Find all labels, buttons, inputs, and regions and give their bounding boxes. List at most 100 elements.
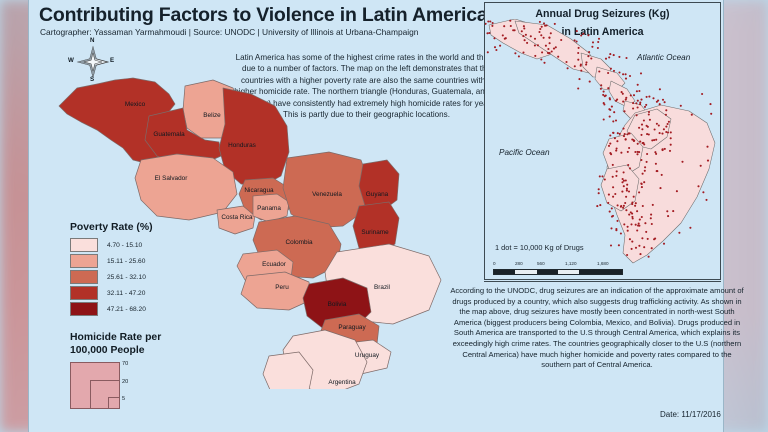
drug-seizure-dot <box>640 98 643 101</box>
drug-seizure-dot <box>661 149 664 152</box>
drug-seizure-dot <box>646 133 649 136</box>
drug-seizure-dot <box>523 27 526 30</box>
poverty-legend-label: 47.21 - 68.20 <box>107 305 146 313</box>
atlantic-ocean-label: Atlantic Ocean <box>637 53 691 62</box>
drug-seizure-dot <box>652 97 655 100</box>
drug-seizure-dot <box>669 137 672 140</box>
cartogram-country-label: Colombia <box>286 239 313 246</box>
drug-seizure-dot <box>514 52 517 55</box>
drug-seizure-dot <box>548 42 551 45</box>
drug-seizure-dot <box>533 37 537 40</box>
drug-seizure-dot <box>607 87 610 90</box>
cartogram-country-label: Ecuador <box>262 261 287 268</box>
drug-seizure-dot <box>631 203 634 206</box>
cartogram-country-label: Peru <box>275 284 289 291</box>
drug-seizure-dot <box>654 151 657 154</box>
drug-seizure-dot <box>607 144 611 147</box>
drug-seizure-dot <box>597 192 600 195</box>
poverty-legend-row: 25.61 - 32.10 <box>70 269 153 285</box>
drug-seizure-dot <box>493 46 497 49</box>
drug-seizure-dot <box>647 255 650 258</box>
drug-seizure-dot <box>621 190 624 193</box>
drug-seizure-dot <box>625 195 628 198</box>
cartogram-country-label: Guyana <box>366 191 389 198</box>
drug-seizure-dot <box>645 95 648 98</box>
drug-seizure-dot <box>627 163 630 167</box>
drug-seizure-dot <box>662 128 665 131</box>
drug-seizure-dot <box>608 115 611 118</box>
map-scale-bar: 0 280 560 1,120 1,680 <box>493 261 623 275</box>
drug-seizure-dot <box>655 122 658 125</box>
drug-seizure-dot <box>655 100 658 103</box>
intro-paragraph: Latin America has some of the highest cr… <box>234 53 499 120</box>
drug-seizure-dot <box>573 39 576 42</box>
drug-seizure-dot <box>501 34 504 37</box>
drug-seizure-dot <box>637 222 640 225</box>
drug-seizure-dot <box>630 223 633 226</box>
drug-seizure-dot <box>668 149 672 152</box>
compass-east-label: E <box>110 57 115 64</box>
drug-seizure-dot <box>612 186 615 189</box>
drug-seizure-dot <box>653 139 656 142</box>
drug-seizure-dot <box>640 182 643 185</box>
drug-seizure-dot <box>540 34 543 37</box>
drug-seizure-dot <box>647 133 650 136</box>
drug-seizure-dot <box>706 145 709 148</box>
drug-seizure-dot <box>597 40 600 44</box>
drug-seizure-dot <box>538 20 541 23</box>
drug-seizure-dot <box>631 201 634 204</box>
drug-seizure-dot <box>550 50 553 53</box>
drug-seizure-dot <box>632 139 635 143</box>
drug-seizure-dot <box>622 185 625 188</box>
drug-seizure-dot <box>611 175 614 178</box>
cartogram-shape-venezuela <box>282 151 370 229</box>
drug-seizure-dot <box>638 218 641 221</box>
drug-seizure-dot <box>622 204 625 207</box>
drug-seizure-dot <box>648 118 651 121</box>
map-poster: Contributing Factors to Violence in Lati… <box>28 0 744 432</box>
drug-seizure-dot <box>653 238 656 241</box>
drug-seizure-dot <box>604 57 608 60</box>
drug-seizure-dot <box>650 213 653 216</box>
drug-seizure-dot <box>625 96 628 99</box>
drug-seizure-dot <box>626 183 629 186</box>
drug-seizure-dot <box>655 152 658 155</box>
drug-seizure-dot <box>640 133 643 136</box>
drug-seizure-dot <box>613 111 616 114</box>
drug-seizure-dot <box>522 51 525 54</box>
drug-seizure-dot <box>616 140 619 143</box>
drug-seizure-dot <box>575 30 578 33</box>
drug-seizure-dot <box>661 98 665 101</box>
drug-seizure-dot <box>634 246 638 249</box>
pacific-ocean-label: Pacific Ocean <box>499 148 550 157</box>
drug-seizure-dot <box>641 172 644 175</box>
drug-seizure-dot <box>607 193 610 196</box>
poverty-legend-swatch <box>70 301 98 317</box>
drug-seizure-dot <box>486 32 489 35</box>
drug-seizure-dot <box>663 147 666 150</box>
drug-seizure-dot <box>629 94 632 97</box>
drug-seizure-dot <box>623 132 626 136</box>
drug-seizure-dot <box>625 209 628 212</box>
drug-seizure-dot <box>626 229 629 232</box>
drug-seizure-dot <box>620 151 623 154</box>
drug-seizure-dot <box>663 101 666 104</box>
inset-title-line1: Annual Drug Seizures (Kg) <box>535 8 670 20</box>
drug-seizure-dot <box>614 99 618 102</box>
drug-seizure-dot <box>615 174 618 177</box>
drug-seizure-dot <box>657 124 660 127</box>
drug-seizure-dot <box>632 107 635 110</box>
compass-rose-icon: N S W E <box>67 37 119 88</box>
drug-seizure-dot <box>669 131 672 134</box>
drug-seizure-dot <box>609 142 612 145</box>
drug-seizure-dot <box>598 70 601 73</box>
drug-seizure-dot <box>522 35 525 38</box>
drug-seizure-dot <box>624 201 627 205</box>
drug-seizure-dot <box>540 58 543 61</box>
drug-seizure-dot <box>616 204 619 207</box>
drug-seizure-dot <box>625 56 628 60</box>
drug-seizure-dot <box>621 181 624 184</box>
drug-seizure-dot <box>600 84 603 87</box>
compass-south-label: S <box>90 76 95 83</box>
drug-seizure-dot <box>609 53 612 56</box>
